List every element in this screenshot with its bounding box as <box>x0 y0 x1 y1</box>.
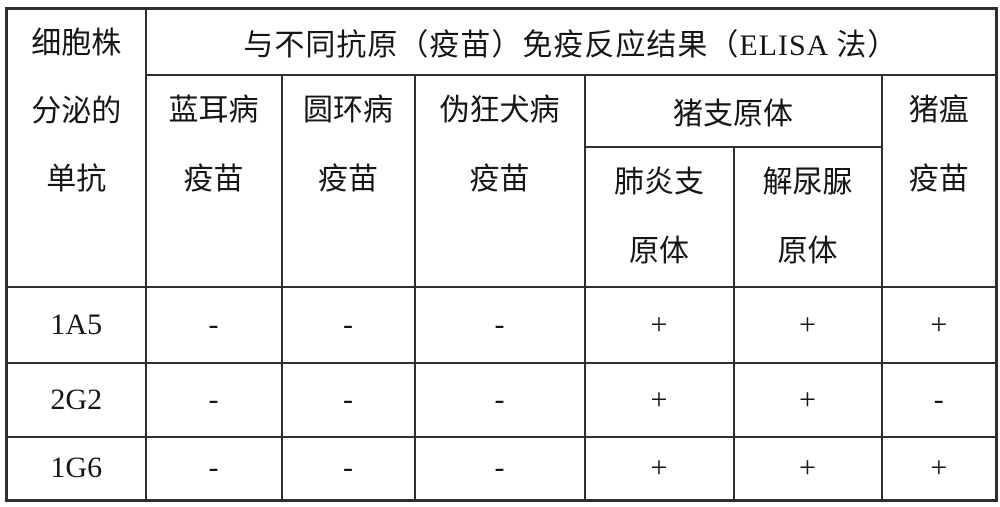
col-header-mycoplasma-group: 猪支原体 <box>583 73 883 148</box>
data-cell: - <box>144 361 283 438</box>
data-cell: - <box>280 361 416 438</box>
data-cell: - <box>144 285 283 364</box>
data-cell: - <box>280 435 416 502</box>
col-header-blue-ear-vaccine: 蓝耳病 疫苗 <box>144 73 283 288</box>
col-header-circovirus-vaccine: 圆环病 疫苗 <box>280 73 416 288</box>
row-label: 2G2 <box>5 361 147 438</box>
data-cell: + <box>880 435 998 502</box>
row-label: 1G6 <box>5 435 147 502</box>
data-cell: + <box>880 285 998 364</box>
data-cell: - <box>413 285 586 364</box>
header-row-title: 细胞株 分泌的 单抗 与不同抗原（疫苗）免疫反应结果（ELISA 法） <box>5 7 998 288</box>
data-cell: - <box>280 285 416 364</box>
row-label: 1A5 <box>5 285 147 364</box>
data-cell: + <box>583 285 735 364</box>
table-row: 1G6 - - - + + + <box>5 435 998 502</box>
data-cell: + <box>732 285 883 364</box>
data-cell: - <box>413 435 586 502</box>
header-row-subgroups: 肺炎支 原体 解尿脲 原体 <box>7 145 997 288</box>
data-cell: + <box>732 361 883 438</box>
data-cell: + <box>583 435 735 502</box>
col-header-mycoplasma-pneumonia: 肺炎支 原体 <box>583 145 735 288</box>
header-row-groups: 蓝耳病 疫苗 圆环病 疫苗 伪狂犬病 疫苗 猪支原体 猪瘟 疫苗 <box>7 73 998 288</box>
elisa-results-table: 细胞株 分泌的 单抗 与不同抗原（疫苗）免疫反应结果（ELISA 法） 蓝耳病 … <box>5 7 999 502</box>
table-row: 2G2 - - - + + - <box>5 361 998 438</box>
col-header-swine-fever-vaccine: 猪瘟 疫苗 <box>880 73 998 288</box>
table-row: 1A5 - - - + + + <box>5 285 998 364</box>
data-cell: - <box>144 435 283 502</box>
stub-header-cell: 细胞株 分泌的 单抗 <box>5 7 147 288</box>
col-header-ureaplasma: 解尿脲 原体 <box>732 145 883 288</box>
data-cell: - <box>413 361 586 438</box>
data-cell: + <box>583 361 735 438</box>
data-cell: + <box>732 435 883 502</box>
col-header-pseudorabies-vaccine: 伪狂犬病 疫苗 <box>413 73 586 288</box>
data-cell: - <box>880 361 998 438</box>
table-title-cell: 与不同抗原（疫苗）免疫反应结果（ELISA 法） <box>144 7 998 76</box>
